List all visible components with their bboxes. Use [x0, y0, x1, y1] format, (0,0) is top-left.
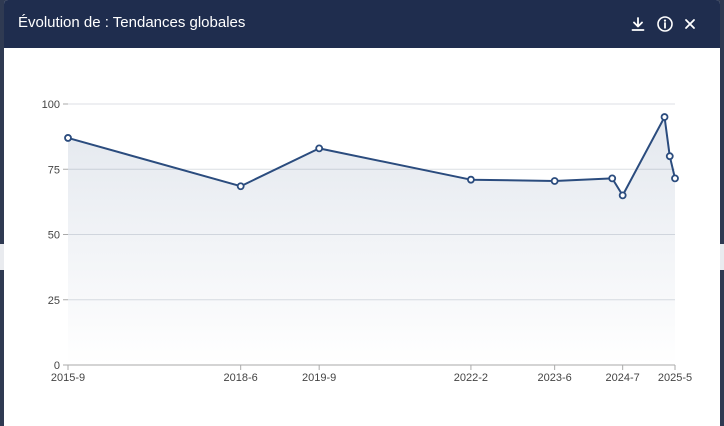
- info-icon: [657, 16, 673, 32]
- data-point: [660, 113, 669, 121]
- close-icon: [685, 19, 695, 29]
- data-point: [467, 175, 475, 184]
- data-point: [665, 152, 674, 161]
- x-tick-label: 2022-2: [454, 372, 488, 384]
- y-tick-label: 25: [48, 295, 60, 307]
- y-tick-label: 0: [54, 360, 60, 372]
- x-tick-label: 2024-7: [606, 372, 640, 384]
- data-point: [315, 144, 324, 153]
- x-tick-label: 2023-6: [538, 372, 572, 384]
- data-point: [618, 191, 627, 200]
- y-tick-label: 50: [48, 230, 60, 242]
- modal-header: Évolution de : Tendances globales: [4, 0, 720, 48]
- info-button[interactable]: [653, 12, 677, 36]
- x-tick-label: 2025-5: [658, 372, 692, 384]
- data-point: [671, 174, 679, 183]
- x-tick-label: 2019-9: [302, 372, 336, 384]
- data-point: [608, 174, 617, 183]
- line-chart: 0 25 50 75 100 2015-9 2018-6 2019-9 2022-2 2023-6…: [42, 99, 692, 384]
- close-button[interactable]: [678, 12, 702, 36]
- x-tick-label: 2018-6: [224, 372, 258, 384]
- series-line: [67, 116, 676, 197]
- chart-modal: Évolution de : Tendances globales: [4, 0, 720, 426]
- data-point: [64, 134, 72, 142]
- y-tick-label: 100: [42, 99, 60, 111]
- download-button[interactable]: [626, 12, 650, 36]
- data-point: [236, 182, 245, 191]
- x-tick-label: 2015-9: [51, 372, 85, 384]
- modal-title: Évolution de : Tendances globales: [18, 14, 246, 31]
- series-area: [68, 117, 675, 365]
- chart-area: 0 25 50 75 100 2015-9 2018-6 2019-9 2022-2 2023-6…: [4, 48, 720, 426]
- y-tick-label: 75: [48, 164, 60, 176]
- data-point: [550, 177, 559, 185]
- download-icon: [631, 17, 645, 31]
